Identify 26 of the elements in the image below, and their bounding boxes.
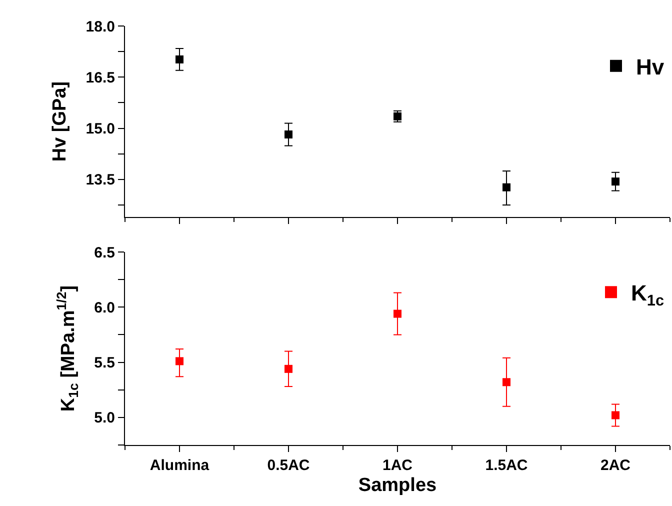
- y-axis-title: Hv [GPa]: [50, 81, 71, 162]
- point: [284, 364, 292, 373]
- point: [394, 310, 402, 318]
- point: [612, 178, 620, 186]
- point: [284, 130, 292, 138]
- legend-label: K$_{1c}$: [631, 280, 664, 310]
- y-tick-label: 16.5: [86, 69, 115, 86]
- x-axis-title: Samples: [358, 474, 437, 496]
- x-tick-label: 0.5AC: [267, 457, 310, 474]
- point: [176, 357, 184, 366]
- y-tick-label: 6.5: [94, 244, 115, 262]
- x-tick-label: 2AC: [600, 457, 631, 474]
- x-tick-label: 1.5AC: [485, 457, 528, 474]
- point: [502, 183, 510, 192]
- y-tick-label: 15.0: [86, 120, 115, 138]
- y-tick-label: 5.0: [94, 410, 115, 427]
- x-tick-label: 1AC: [382, 457, 413, 474]
- x-tick-label: Alumina: [150, 457, 210, 474]
- y-tick-label: 6.0: [94, 299, 115, 316]
- y-tick-label: 13.5: [86, 172, 115, 189]
- point: [612, 411, 620, 420]
- point: [176, 55, 184, 64]
- y-tick-label: 5.5: [94, 354, 115, 372]
- y-tick-label: 18.0: [86, 18, 115, 36]
- legend-label: Hv: [636, 54, 665, 80]
- point: [502, 378, 510, 386]
